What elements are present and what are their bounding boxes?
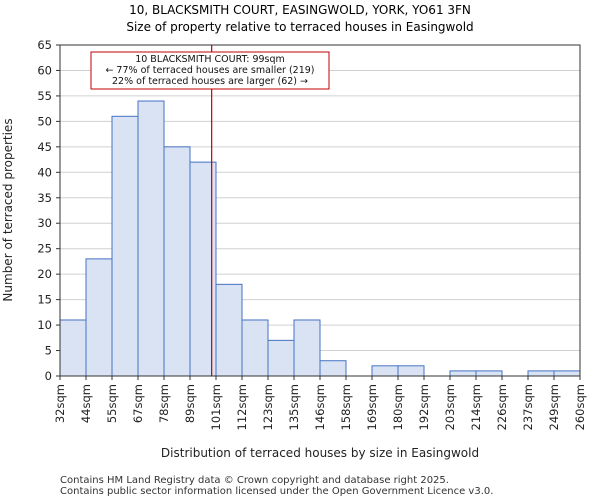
chart-subtitle: Size of property relative to terraced ho…: [126, 20, 473, 34]
y-tick-label: 20: [37, 267, 52, 281]
x-axis-label: Distribution of terraced houses by size …: [161, 446, 479, 460]
bar: [319, 360, 347, 377]
y-tick-label: 30: [37, 216, 52, 230]
x-tick-label: 203sqm: [443, 384, 457, 430]
bar: [163, 146, 191, 377]
footer-line-2: Contains public sector information licen…: [60, 486, 493, 497]
annotation-line-3: 22% of terraced houses are larger (62) →: [112, 76, 308, 87]
y-tick-label: 0: [45, 369, 52, 383]
x-tick-label: 89sqm: [183, 384, 197, 423]
bar: [59, 319, 87, 377]
x-tick-label: 260sqm: [573, 384, 587, 430]
plot-frame: [59, 44, 581, 377]
y-tick-label: 40: [37, 165, 52, 179]
bar: [215, 283, 243, 377]
x-tick-label: 226sqm: [495, 384, 509, 430]
x-tick-label: 123sqm: [261, 384, 275, 430]
y-tick-label: 25: [37, 242, 52, 256]
x-axis-ticks: 32sqm 44sqm 55sqm 67sqm 78sqm 89sqm 101sqm 112s…: [53, 376, 587, 430]
y-tick-label: 10: [37, 318, 52, 332]
y-tick-label: 15: [37, 293, 52, 307]
bar: [293, 319, 321, 377]
y-tick-label: 60: [37, 63, 52, 77]
x-tick-label: 67sqm: [131, 384, 145, 423]
x-tick-label: 101sqm: [209, 384, 223, 430]
y-tick-label: 35: [37, 191, 52, 205]
x-tick-label: 112sqm: [235, 384, 249, 430]
y-tick-label: 50: [37, 114, 52, 128]
y-tick-label: 55: [37, 89, 52, 103]
bar: [475, 370, 503, 377]
annotation-border: [90, 51, 330, 90]
x-tick-label: 78sqm: [157, 384, 171, 423]
x-tick-label: 237sqm: [521, 384, 535, 430]
annotation-box: 10 BLACKSMITH COURT: 99sqm ← 77% of terr…: [90, 51, 330, 90]
x-tick-label: 32sqm: [53, 384, 67, 423]
footer-line-1: Contains HM Land Registry data © Crown c…: [60, 475, 449, 486]
bar: [553, 370, 581, 377]
chart-title: 10, BLACKSMITH COURT, EASINGWOLD, YORK, …: [129, 3, 471, 17]
y-axis-label: Number of terraced properties: [1, 118, 15, 301]
bar: [85, 258, 113, 377]
x-tick-label: 158sqm: [339, 384, 353, 430]
bar: [449, 370, 477, 377]
y-tick-label: 45: [37, 140, 52, 154]
x-tick-label: 180sqm: [391, 384, 405, 430]
bar: [137, 100, 165, 377]
x-tick-label: 249sqm: [547, 384, 561, 430]
x-tick-label: 44sqm: [79, 384, 93, 423]
bar: [527, 370, 555, 377]
annotation-line-2: ← 77% of terraced houses are smaller (21…: [105, 65, 314, 76]
x-tick-label: 135sqm: [287, 384, 301, 430]
y-tick-label: 65: [37, 38, 52, 52]
bar: [371, 365, 399, 377]
x-tick-label: 169sqm: [365, 384, 379, 430]
x-tick-label: 55sqm: [105, 384, 119, 423]
x-tick-label: 146sqm: [313, 384, 327, 430]
bars: [59, 100, 581, 377]
x-tick-label: 214sqm: [469, 384, 483, 430]
y-tick-label: 5: [45, 344, 52, 358]
x-tick-label: 192sqm: [417, 384, 431, 430]
bar: [267, 339, 295, 377]
bar: [111, 115, 139, 377]
annotation-line-1: 10 BLACKSMITH COURT: 99sqm: [135, 54, 285, 65]
y-axis-ticks: 0 5 10 15 20 25 30 35 40 45 50 55 60 65: [37, 38, 60, 383]
bar: [241, 319, 269, 377]
bar: [397, 365, 425, 377]
